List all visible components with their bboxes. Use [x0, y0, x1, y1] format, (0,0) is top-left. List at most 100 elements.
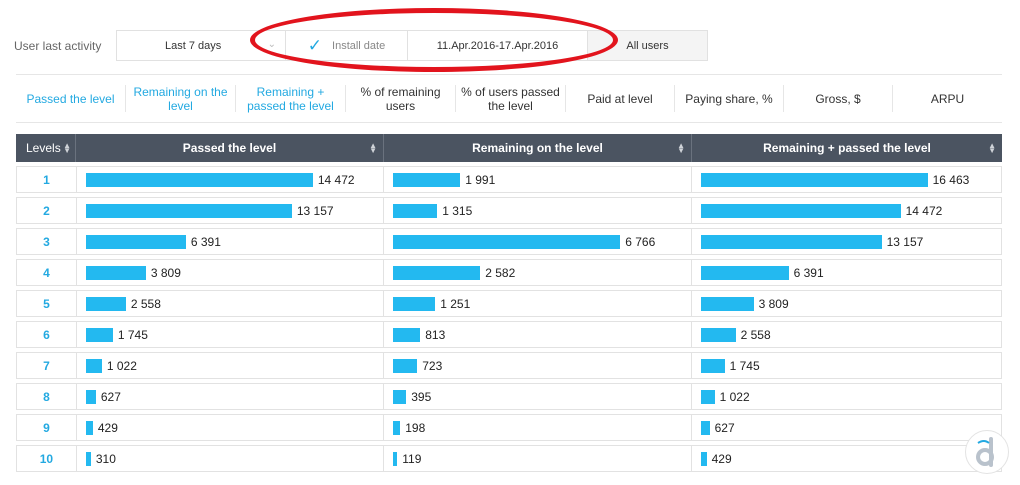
- passed-bar: [85, 203, 292, 218]
- remaining-bar: [393, 358, 418, 373]
- table-row: 8 627 395 1 022: [16, 383, 1002, 410]
- column-header-levels[interactable]: Levels ▲ ▼: [16, 134, 76, 162]
- remaining-plus-passed-bar-cell: 14 472: [692, 198, 1001, 223]
- tab-gross[interactable]: Gross, $: [784, 85, 893, 112]
- remaining-plus-passed-bar-cell: 627: [692, 415, 1001, 440]
- column-header-remaining[interactable]: Remaining on the level ▲ ▼: [384, 134, 692, 162]
- devtodev-logo-icon: [965, 430, 1009, 474]
- level-number[interactable]: 9: [17, 415, 77, 440]
- tab-remaining-plus-passed[interactable]: Remaining + passed the level: [236, 85, 346, 113]
- remaining-plus-passed-bar: [700, 203, 901, 218]
- passed-bar-cell: 627: [77, 384, 385, 409]
- remaining-plus-passed-bar: [700, 327, 736, 342]
- remaining-bar-value: 723: [422, 358, 443, 373]
- remaining-plus-passed-bar-value: 627: [714, 420, 735, 435]
- remaining-plus-passed-bar-value: 1 745: [729, 358, 760, 373]
- remaining-bar: [393, 420, 401, 435]
- level-number[interactable]: 1: [17, 167, 77, 192]
- table-body: 1 14 472 1 991 16 463 2 13 157 1 315 14 472 3 6 3…: [16, 166, 1002, 476]
- remaining-plus-passed-bar-cell: 6 391: [692, 260, 1001, 285]
- level-number[interactable]: 4: [17, 260, 77, 285]
- remaining-plus-passed-bar-value: 6 391: [793, 265, 824, 280]
- passed-bar-cell: 6 391: [77, 229, 385, 254]
- remaining-plus-passed-bar: [700, 296, 754, 311]
- remaining-bar-cell: 2 582: [384, 260, 692, 285]
- table-row: 10 310 119 429: [16, 445, 1002, 472]
- remaining-plus-passed-bar: [700, 358, 725, 373]
- remaining-plus-passed-bar-cell: 13 157: [692, 229, 1001, 254]
- sort-icon[interactable]: ▲ ▼: [988, 141, 996, 155]
- sort-icon[interactable]: ▲ ▼: [677, 141, 685, 155]
- tab-passed-the-level[interactable]: Passed the level: [16, 85, 126, 112]
- remaining-bar-cell: 813: [384, 322, 692, 347]
- sort-icon[interactable]: ▲ ▼: [63, 141, 71, 155]
- remaining-bar-value: 6 766: [625, 234, 656, 249]
- users-segment-selector[interactable]: All users: [588, 30, 708, 61]
- passed-bar: [85, 420, 93, 435]
- passed-bar: [85, 296, 126, 311]
- remaining-bar-value: 813: [425, 327, 446, 342]
- passed-bar-cell: 1 745: [77, 322, 385, 347]
- level-number[interactable]: 2: [17, 198, 77, 223]
- remaining-bar-value: 119: [402, 451, 422, 466]
- period-dropdown[interactable]: Last 7 days ⌄: [116, 30, 286, 61]
- remaining-plus-passed-bar: [700, 234, 882, 249]
- tab-percent-remaining-users[interactable]: % of remaining users: [346, 85, 456, 113]
- passed-bar: [85, 389, 96, 404]
- date-range-picker[interactable]: 11.Apr.2016-17.Apr.2016: [408, 30, 588, 61]
- level-number[interactable]: 8: [17, 384, 77, 409]
- remaining-bar-value: 2 582: [485, 265, 516, 280]
- column-header-remaining-plus-passed[interactable]: Remaining + passed the level ▲ ▼: [763, 141, 996, 155]
- remaining-bar-cell: 723: [384, 353, 692, 378]
- level-number[interactable]: 6: [17, 322, 77, 347]
- remaining-bar-cell: 1 991: [384, 167, 692, 192]
- tab-percent-users-passed[interactable]: % of users passed the level: [456, 85, 566, 113]
- sort-icon[interactable]: ▲ ▼: [369, 141, 377, 155]
- remaining-plus-passed-bar-value: 14 472: [905, 203, 943, 218]
- remaining-plus-passed-bar: [700, 451, 707, 466]
- remaining-plus-passed-bar: [700, 420, 710, 435]
- level-number[interactable]: 5: [17, 291, 77, 316]
- install-date-toggle[interactable]: ✓ Install date: [286, 30, 408, 61]
- remaining-plus-passed-bar: [700, 172, 928, 187]
- passed-bar-cell: 2 558: [77, 291, 385, 316]
- passed-bar-value: 3 809: [150, 265, 181, 280]
- remaining-plus-passed-bar-value: 2 558: [740, 327, 771, 342]
- remaining-bar-value: 1 991: [465, 172, 496, 187]
- column-header-passed[interactable]: Passed the level ▲ ▼: [76, 134, 384, 162]
- remaining-bar-cell: 1 251: [384, 291, 692, 316]
- tab-paying-share[interactable]: Paying share, %: [675, 85, 784, 112]
- chevron-down-icon: ⌄: [267, 39, 276, 50]
- remaining-bar-value: 198: [405, 420, 426, 435]
- tab-arpu[interactable]: ARPU: [930, 91, 965, 106]
- period-value: Last 7 days: [165, 39, 222, 52]
- tab-paid-at-level[interactable]: Paid at level: [566, 85, 675, 112]
- passed-bar-cell: 310: [77, 446, 385, 471]
- metric-tabs: Passed the level Remaining on the level …: [16, 74, 1002, 123]
- remaining-plus-passed-bar-cell: 3 809: [692, 291, 1001, 316]
- passed-bar-cell: 429: [77, 415, 385, 440]
- remaining-bar-value: 395: [411, 389, 432, 404]
- remaining-plus-passed-bar: [700, 389, 715, 404]
- filter-bar: User last activity Last 7 days ⌄ ✓ Insta…: [14, 30, 708, 61]
- filter-label: User last activity: [14, 38, 102, 53]
- passed-bar-value: 429: [97, 420, 118, 435]
- level-number[interactable]: 3: [17, 229, 77, 254]
- date-range-value: 11.Apr.2016-17.Apr.2016: [436, 39, 559, 52]
- passed-bar: [85, 451, 91, 466]
- remaining-bar: [393, 172, 461, 187]
- install-date-label: Install date: [332, 39, 386, 52]
- table-row: 5 2 558 1 251 3 809: [16, 290, 1002, 317]
- table-row: 4 3 809 2 582 6 391: [16, 259, 1002, 286]
- passed-bar-value: 14 472: [317, 172, 355, 187]
- passed-bar-value: 627: [100, 389, 121, 404]
- remaining-plus-passed-bar-value: 16 463: [932, 172, 970, 187]
- tab-remaining-on-the-level[interactable]: Remaining on the level: [126, 85, 236, 113]
- passed-bar-value: 1 745: [117, 327, 148, 342]
- table-row: 7 1 022 723 1 745: [16, 352, 1002, 379]
- passed-bar-value: 1 022: [106, 358, 137, 373]
- remaining-plus-passed-bar-value: 429: [711, 451, 732, 466]
- passed-bar: [85, 265, 146, 280]
- level-number[interactable]: 10: [17, 446, 77, 471]
- level-number[interactable]: 7: [17, 353, 77, 378]
